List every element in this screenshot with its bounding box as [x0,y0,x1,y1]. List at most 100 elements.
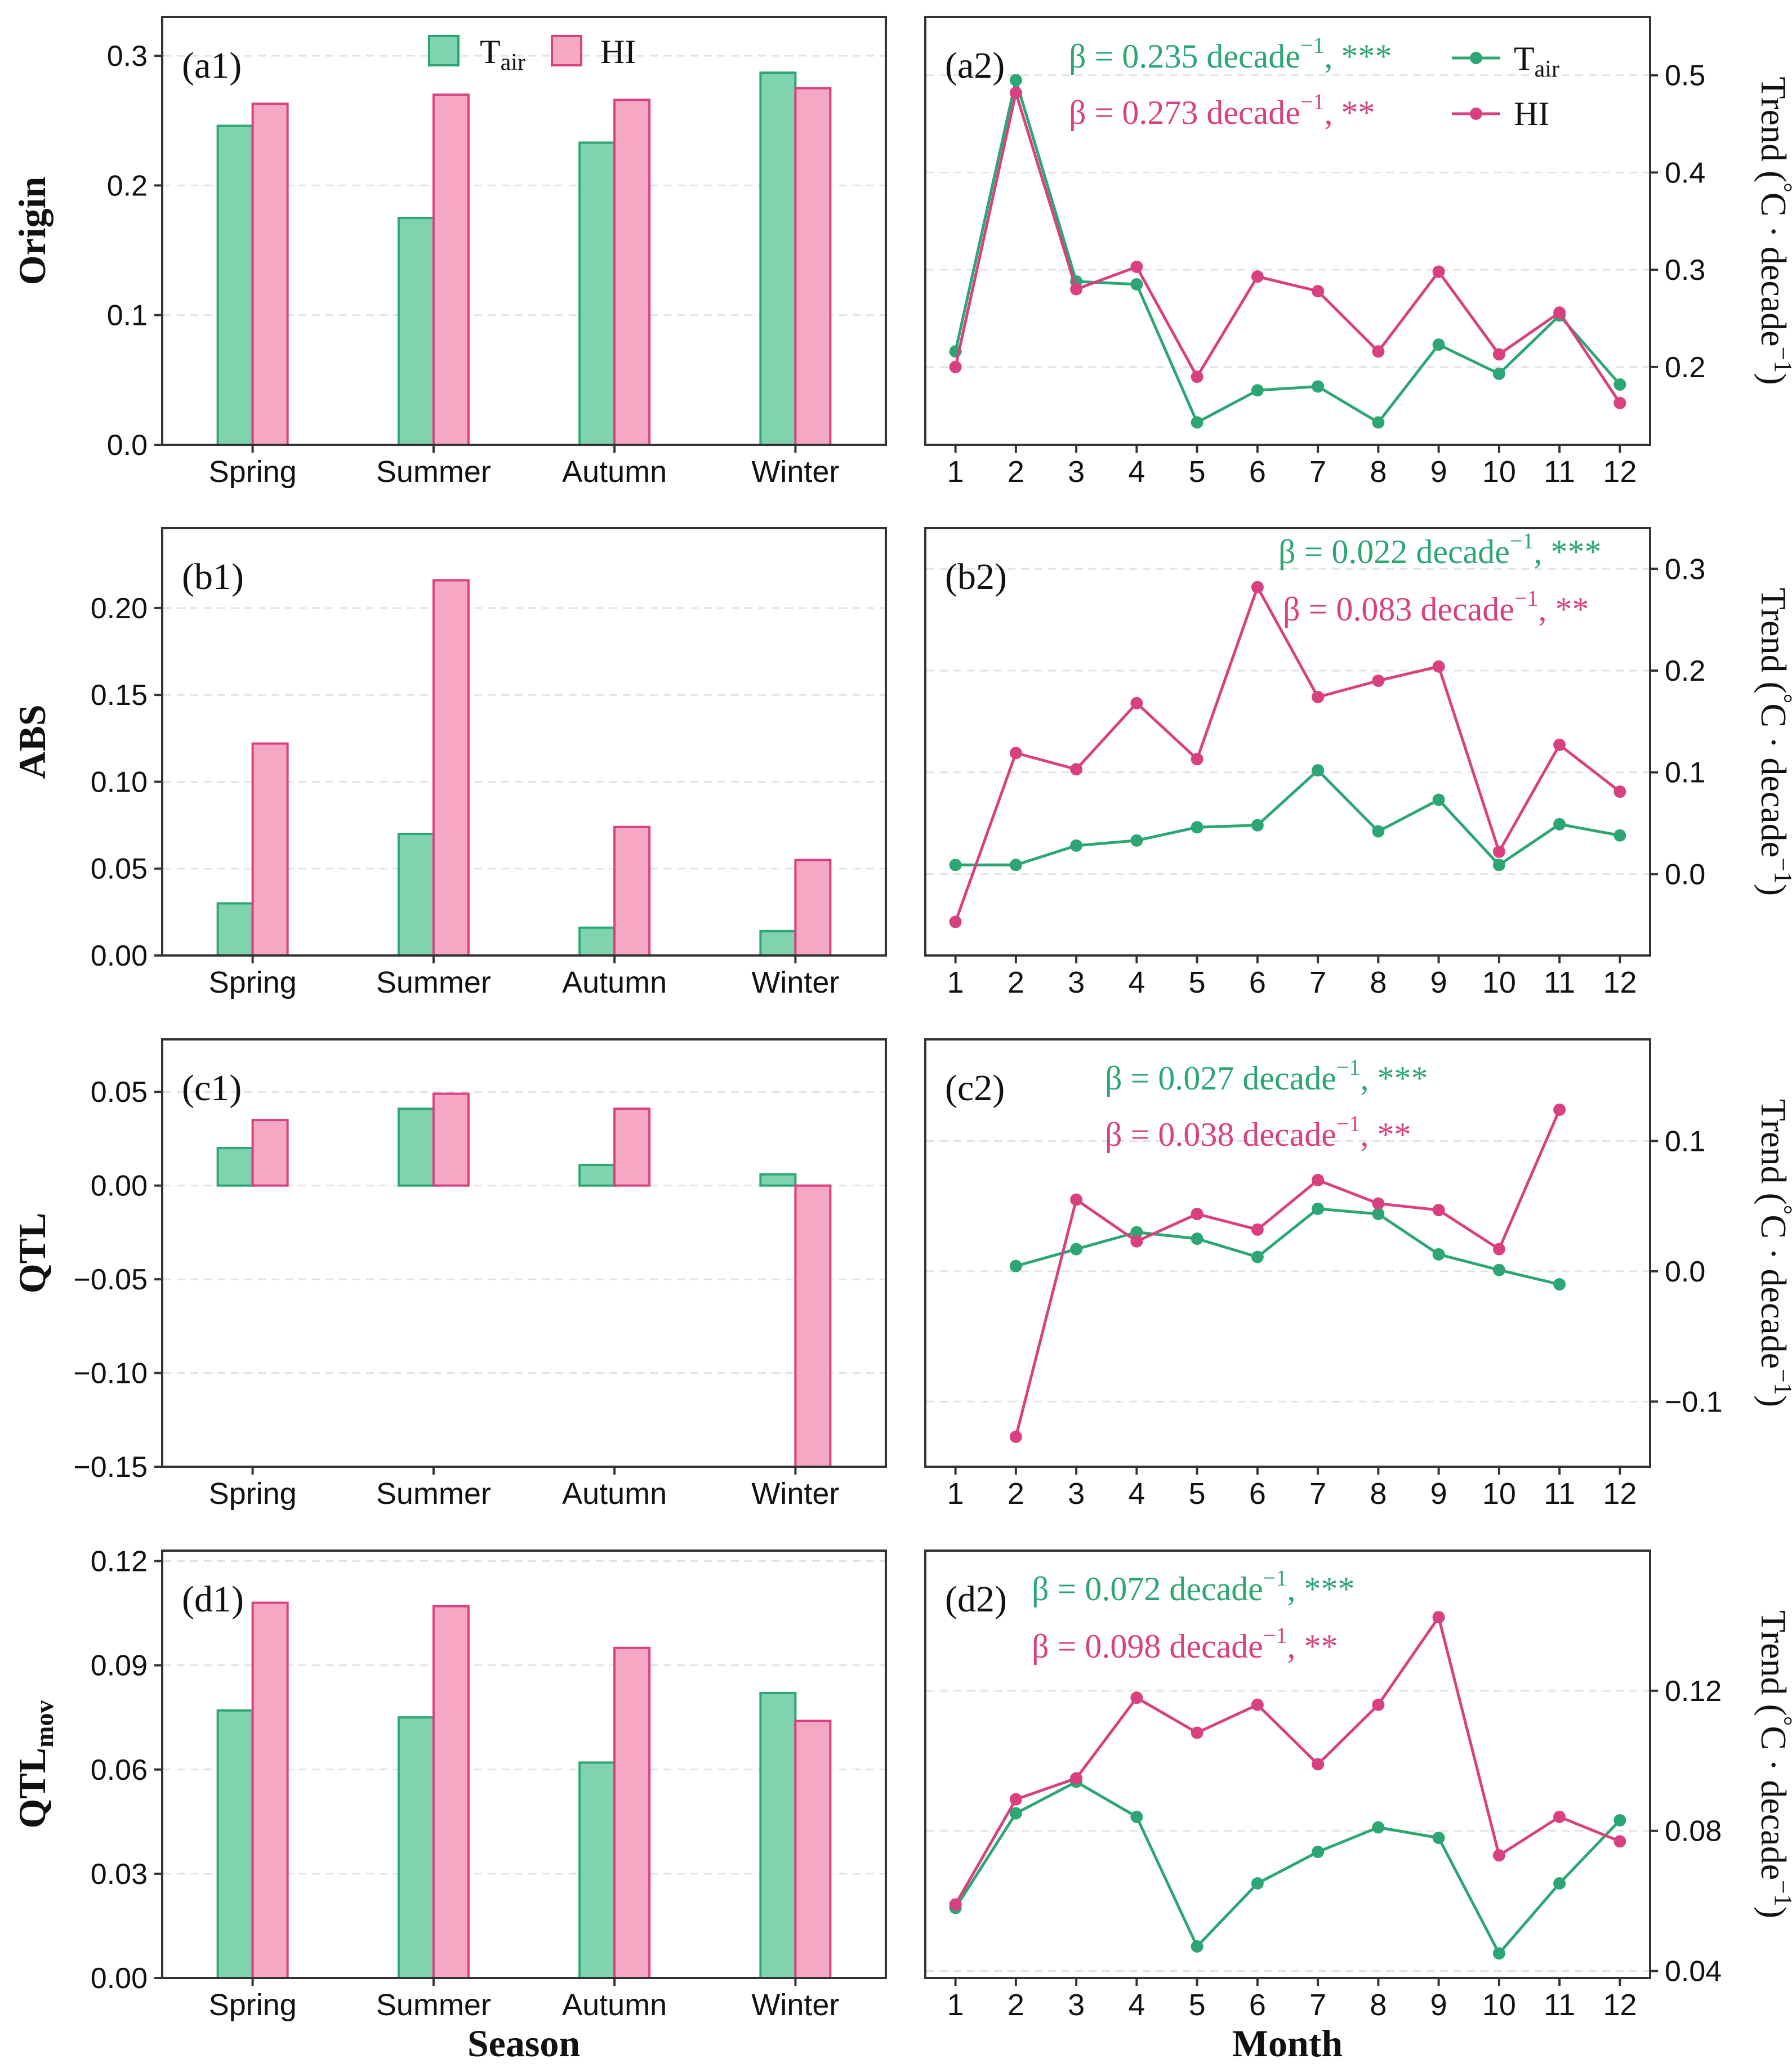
bar-tair-spring [216,1147,254,1187]
y-tick-label: 0.00 [91,1962,148,1995]
annotation-hi-value: β = 0.083 decade [1283,591,1514,628]
point-hi-8 [1372,345,1385,358]
x-tick-label: 2 [1008,1477,1024,1511]
annotation-tair-value: β = 0.072 decade [1032,1570,1263,1607]
x-tick-label: Spring [209,1988,297,2022]
annotation-tair-value: β = 0.235 decade [1069,38,1300,75]
annotation-hi-exp: −1 [1514,586,1539,611]
annotation-tair-sig: , *** [1534,533,1601,570]
point-hi-6 [1251,270,1264,283]
y-tick-label: 0.06 [91,1754,148,1787]
point-tair-2 [1009,1807,1022,1820]
bar-tair-winter [759,1173,797,1187]
annotation-tair-exp: −1 [1336,1055,1361,1080]
panel-tag: (c2) [945,1068,1005,1109]
x-tick-label: 5 [1189,455,1206,489]
y-tick-label: 0.05 [91,853,148,886]
bar-tair-autumn [578,1761,616,1979]
x-tick-label: 12 [1603,455,1637,489]
ylabel-unit: C · decade [1754,1214,1792,1369]
row-label-text: ABS [11,704,54,779]
panel-tag: (a2) [945,45,1005,86]
point-hi-3 [1070,1193,1083,1206]
annotation-hi-exp: −1 [1336,1111,1361,1136]
legend-marker-hi [1470,108,1482,120]
annotation-hi-sig: , ** [1287,1628,1338,1665]
point-tair-12 [1613,1814,1626,1827]
x-tick-label: 11 [1544,1988,1575,2022]
annotation-tair-exp: −1 [1263,1565,1287,1591]
row-label-text: Origin [11,177,54,285]
x-tick-label: 7 [1309,455,1326,489]
x-tick-label: 8 [1370,1988,1387,2022]
x-tick-label: 4 [1128,966,1145,999]
annotation-hi-exp: −1 [1300,89,1325,114]
point-hi-7 [1312,1173,1325,1186]
series-line-hi [954,586,1621,923]
x-tick-label: Spring [209,1477,297,1511]
y-tick-label: 0.2 [1665,655,1705,687]
annotation-tair-value: β = 0.027 decade [1105,1060,1336,1097]
x-tick-label: 7 [1309,1477,1326,1511]
x-tick-label: 10 [1482,1477,1516,1511]
point-hi-6 [1251,1698,1264,1711]
x-tick-label: Autumn [562,455,667,489]
ylabel-degree: ° [1769,1716,1792,1726]
row-label: Origin [11,177,54,285]
bar-hi-spring [251,1119,289,1187]
y-tick-label: −0.05 [73,1263,148,1296]
point-hi-12 [1613,396,1626,409]
legend-label-tair: Tair [1514,40,1559,82]
point-hi-5 [1191,1208,1203,1221]
x-tick-label: 4 [1128,1477,1145,1511]
y-tick-label: 0.12 [91,1546,148,1578]
x-tick-label: 9 [1430,1477,1447,1511]
panel-frame [924,1038,1651,1468]
point-tair-4 [1130,834,1143,847]
x-tick-label: Autumn [562,1477,667,1511]
point-hi-1 [949,916,962,928]
point-tair-9 [1432,1832,1445,1845]
annotation-hi-sig: , ** [1360,1116,1411,1153]
x-tick-label: Spring [209,966,297,999]
x-tick-label: 10 [1482,966,1516,999]
point-tair-6 [1251,819,1264,832]
annotation-tair-sig: , *** [1360,1060,1428,1097]
point-hi-10 [1492,348,1505,361]
point-hi-8 [1372,1197,1385,1210]
x-tick-label: 7 [1309,966,1326,999]
x-tick-label: 4 [1128,1988,1145,2022]
x-tick-label: Summer [376,1477,491,1511]
x-tick-label: 12 [1603,1988,1637,2022]
x-tick-label: Autumn [562,1988,667,2022]
bar-tair-summer [397,1716,435,1979]
panel-tag: (b2) [945,556,1007,597]
series-line-tair [954,78,1621,424]
y-tick-label: 0.1 [1665,757,1705,789]
x-tick-label: 2 [1008,1988,1024,2022]
panel-frame [161,16,887,446]
legend-lines: Tair HI [1452,40,1559,132]
point-tair-6 [1251,1251,1264,1263]
annotation-hi: β = 0.098 decade−1, ** [1032,1623,1338,1665]
point-tair-3 [1070,1243,1083,1256]
y-tick-label: 0.0 [1665,858,1705,891]
point-tair-5 [1191,1233,1203,1245]
ylabel-degree: ° [1769,1205,1792,1215]
annotation-tair-sig: , *** [1287,1570,1354,1607]
y-tick-label: 0.00 [91,940,148,972]
ylabel-degree: ° [1769,182,1792,193]
x-tick-label: 6 [1249,455,1266,489]
point-hi-4 [1130,260,1143,273]
legend-label-hi: HI [1514,95,1549,132]
point-tair-5 [1191,416,1203,429]
panel-frame [924,527,1651,957]
bar-hi-winter [794,859,832,957]
x-tick-label: 1 [947,1988,964,2022]
bar-tair-spring [216,1709,254,1980]
point-hi-7 [1312,285,1325,298]
point-tair-7 [1312,1846,1325,1859]
point-hi-2 [1009,1430,1022,1443]
x-tick-label: 7 [1309,1988,1326,2022]
